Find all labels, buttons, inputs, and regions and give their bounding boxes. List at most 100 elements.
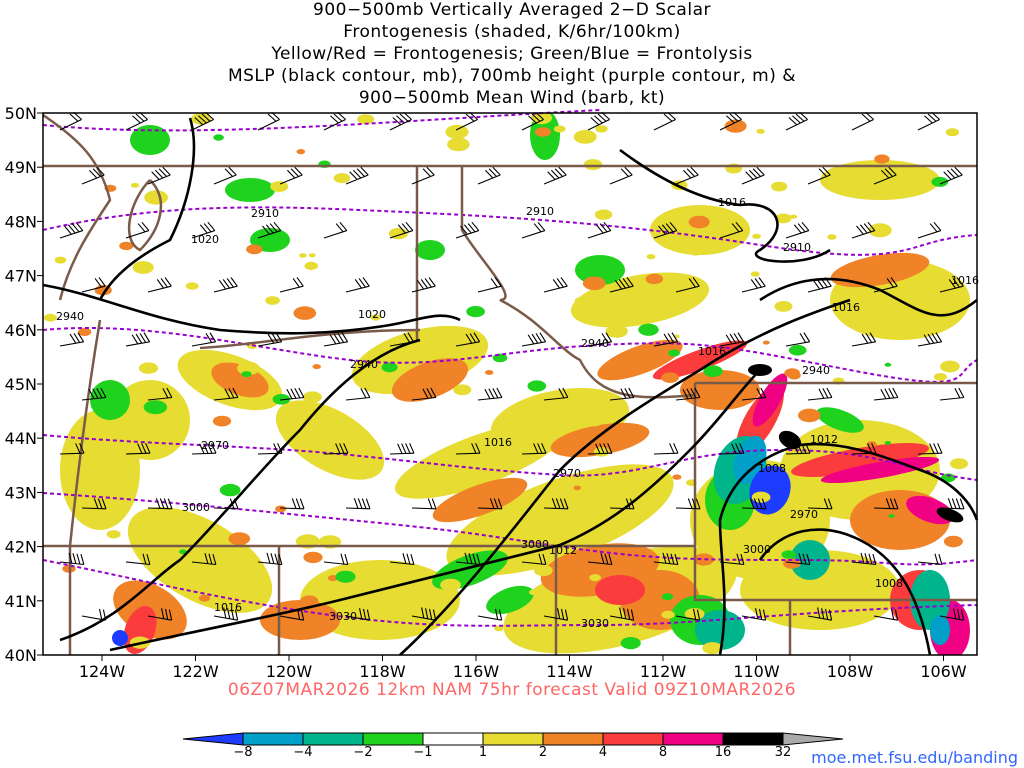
height-label: 3000	[182, 501, 210, 514]
height-label: 2910	[783, 241, 811, 254]
wind-barb	[345, 608, 371, 621]
wind-barb	[675, 166, 699, 185]
shading-speckle	[228, 532, 251, 546]
mslp-label: 1012	[549, 544, 577, 557]
shading-speckle	[688, 215, 710, 229]
lon-label: 108W	[827, 662, 874, 681]
wind-barb	[609, 498, 635, 510]
credit-link[interactable]: moe.met.fsu.edu/banding	[811, 748, 1018, 767]
wind-barb	[213, 498, 239, 510]
wind-barb	[741, 608, 767, 621]
height-label: 2940	[581, 337, 609, 350]
shading-speckle	[172, 403, 184, 411]
lon-label: 118W	[359, 662, 406, 681]
wind-barb	[411, 166, 435, 185]
shading-patch	[112, 630, 128, 646]
wind-barb	[81, 277, 106, 293]
shading-speckle	[827, 234, 837, 240]
shading-speckle	[888, 514, 895, 518]
shading-patch	[652, 340, 748, 380]
shading-speckle	[198, 594, 211, 602]
shading-speckle	[752, 233, 761, 239]
wind-barb	[609, 277, 634, 293]
wind-barb	[345, 498, 371, 510]
shading-speckle	[702, 642, 723, 655]
wind-barb	[543, 166, 567, 185]
title-line-3: Yellow/Red = Frontogenesis; Green/Blue =…	[271, 44, 753, 64]
colorbar-label: −2	[353, 745, 373, 760]
wind-barb	[939, 608, 965, 621]
shading-speckle	[302, 391, 322, 403]
wind-barb	[917, 111, 940, 131]
state-border	[42, 113, 112, 301]
lon-label: 124W	[79, 662, 126, 681]
shading-speckle	[213, 134, 224, 141]
shading-speckle	[750, 271, 760, 277]
shading-patch	[570, 272, 710, 328]
shading-speckle	[144, 190, 169, 205]
shading-speckle	[270, 181, 289, 192]
shading-speckle	[661, 610, 675, 619]
wind-barb	[147, 498, 173, 510]
wind-barb	[785, 553, 811, 566]
mslp-label: 1008	[758, 462, 786, 475]
shading-speckle	[241, 371, 252, 378]
shading-speckle	[612, 489, 619, 494]
wind-barb	[675, 498, 701, 510]
shading-speckle	[381, 362, 398, 373]
colorbar-label: 8	[658, 745, 668, 760]
shading-speckle	[333, 173, 351, 184]
shading-speckle	[672, 474, 682, 480]
wind-barb	[81, 166, 105, 185]
colorbar-label: 1	[478, 745, 488, 760]
wind-barb	[191, 553, 217, 566]
wind-barb	[323, 221, 348, 239]
shading-patch	[127, 507, 273, 613]
shading-speckle	[130, 182, 140, 188]
wind-barb	[587, 443, 613, 455]
wind-barb	[455, 443, 481, 455]
colorbar-swatch	[482, 732, 544, 746]
state-border	[127, 179, 163, 252]
wind-barb	[917, 332, 943, 347]
wind-barb	[345, 166, 369, 185]
state-borders	[42, 113, 977, 655]
lat-label: 43N	[5, 483, 37, 502]
shading-patch	[597, 339, 683, 381]
wind-barb	[675, 277, 700, 293]
wind-barb	[81, 498, 107, 510]
shading-speckle	[453, 384, 472, 396]
shading-speckle	[874, 154, 890, 164]
mslp-label: 1016	[698, 345, 726, 358]
wind-barb	[741, 498, 767, 510]
shading-speckle	[581, 587, 595, 596]
wind-barb	[477, 387, 503, 401]
lat-label: 40N	[5, 646, 37, 665]
colorbar-swatch	[782, 732, 844, 746]
shading-speckle	[594, 209, 613, 220]
shading-speckle	[724, 119, 747, 133]
wind-barb	[191, 443, 217, 455]
height-label: 3030	[581, 617, 609, 630]
shading-speckle	[589, 574, 601, 582]
shading-patch	[130, 125, 170, 155]
shading-speckle	[941, 473, 956, 483]
wind-barb	[807, 387, 833, 401]
shading-speckle	[645, 273, 663, 285]
colorbar-label: 2	[538, 745, 548, 760]
colorbar-swatch	[362, 732, 424, 746]
colorbar-label: 16	[714, 745, 732, 760]
shading-speckle	[668, 349, 680, 357]
shading-patch	[225, 178, 275, 202]
mslp-contour	[98, 117, 196, 301]
mslp-contour	[718, 442, 979, 656]
shading-patch	[791, 443, 929, 477]
height-label: 3000	[521, 538, 549, 551]
height-label: 2910	[526, 205, 554, 218]
wind-barb	[279, 498, 305, 510]
shading-speckle	[774, 301, 793, 312]
lat-label: 48N	[5, 212, 37, 231]
lat-label: 47N	[5, 267, 37, 286]
wind-barb	[59, 332, 85, 347]
shading-speckle	[119, 241, 134, 251]
